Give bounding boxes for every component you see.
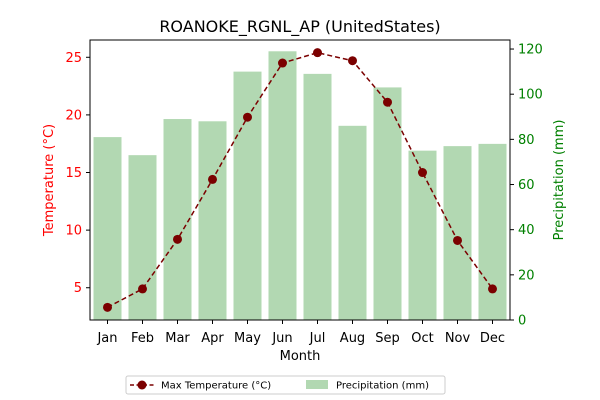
x-axis-label: Month bbox=[280, 349, 321, 364]
x-tick-label: May bbox=[234, 331, 261, 346]
x-tick-label: Feb bbox=[131, 331, 154, 346]
y-right-tick-label: 40 bbox=[518, 223, 535, 238]
temperature-point bbox=[488, 284, 497, 294]
legend-label-temperature: Max Temperature (°C) bbox=[161, 381, 271, 392]
precipitation-bar bbox=[408, 150, 437, 320]
plot-frame bbox=[89, 39, 511, 321]
y-left-tick-label: 10 bbox=[65, 224, 82, 239]
y-axis-right-label: Precipitation (mm) bbox=[552, 120, 567, 241]
x-tick-label: Sep bbox=[375, 331, 400, 346]
precipitation-bar bbox=[338, 125, 367, 320]
legend: Max Temperature (°C) Precipitation (mm) bbox=[125, 375, 446, 395]
precipitation-bar bbox=[233, 71, 262, 320]
y-right-tick-label: 80 bbox=[518, 133, 535, 148]
temperature-point bbox=[383, 97, 392, 107]
legend-line-marker bbox=[137, 380, 147, 390]
temperature-point bbox=[243, 112, 252, 122]
y-right-tick-label: 0 bbox=[518, 314, 526, 329]
temperature-point bbox=[138, 284, 147, 294]
y-right-tick-label: 20 bbox=[518, 268, 535, 283]
y-right-tick-label: 100 bbox=[518, 88, 543, 103]
x-tick-label: Dec bbox=[480, 331, 505, 346]
y-left-tick-label: 25 bbox=[65, 51, 82, 66]
legend-label-precipitation: Precipitation (mm) bbox=[336, 381, 429, 392]
y-right-tick-label: 120 bbox=[518, 43, 543, 58]
y-left-tick-label: 15 bbox=[65, 166, 82, 181]
x-tick-label: Oct bbox=[411, 331, 433, 346]
temperature-point bbox=[313, 48, 322, 58]
y-left-tick-label: 20 bbox=[65, 108, 82, 123]
temperature-point bbox=[453, 235, 462, 245]
temperature-point bbox=[418, 168, 427, 178]
legend-frame bbox=[125, 375, 446, 395]
precipitation-bar bbox=[93, 137, 122, 320]
precipitation-bar bbox=[478, 143, 507, 320]
precipitation-bar bbox=[198, 121, 227, 321]
x-tick-label: Jan bbox=[96, 331, 117, 346]
y-axis-left-label: Temperature (°C) bbox=[42, 124, 57, 237]
precipitation-bar bbox=[443, 146, 472, 320]
precipitation-bar bbox=[268, 51, 297, 321]
precipitation-bar bbox=[373, 87, 402, 320]
temperature-line bbox=[103, 48, 497, 312]
temperature-line-path bbox=[107, 51, 494, 308]
x-tick-label: Jul bbox=[309, 331, 326, 346]
temperature-point bbox=[173, 234, 182, 244]
y-left-tick-label: 5 bbox=[74, 281, 82, 296]
x-tick-label: Jun bbox=[271, 331, 292, 346]
precipitation-bar bbox=[163, 119, 192, 320]
x-tick-label: Aug bbox=[340, 331, 365, 346]
temperature-point bbox=[208, 174, 217, 184]
axes: Jan Feb Mar Apr May Jun Jul Aug Sep Oct Nov Dec 5 10 1… bbox=[65, 39, 543, 346]
legend-bar-swatch bbox=[306, 380, 328, 389]
x-tick-label: Mar bbox=[165, 331, 190, 346]
precipitation-bar bbox=[128, 155, 157, 320]
precipitation-bar bbox=[303, 73, 332, 320]
chart-title: ROANOKE_RGNL_AP (UnitedStates) bbox=[159, 17, 440, 37]
y-right-tick-label: 60 bbox=[518, 178, 535, 193]
temperature-point bbox=[278, 58, 287, 68]
temperature-point bbox=[103, 302, 112, 312]
x-tick-label: Apr bbox=[201, 331, 224, 346]
x-tick-label: Nov bbox=[445, 331, 471, 346]
temperature-point bbox=[348, 56, 357, 66]
